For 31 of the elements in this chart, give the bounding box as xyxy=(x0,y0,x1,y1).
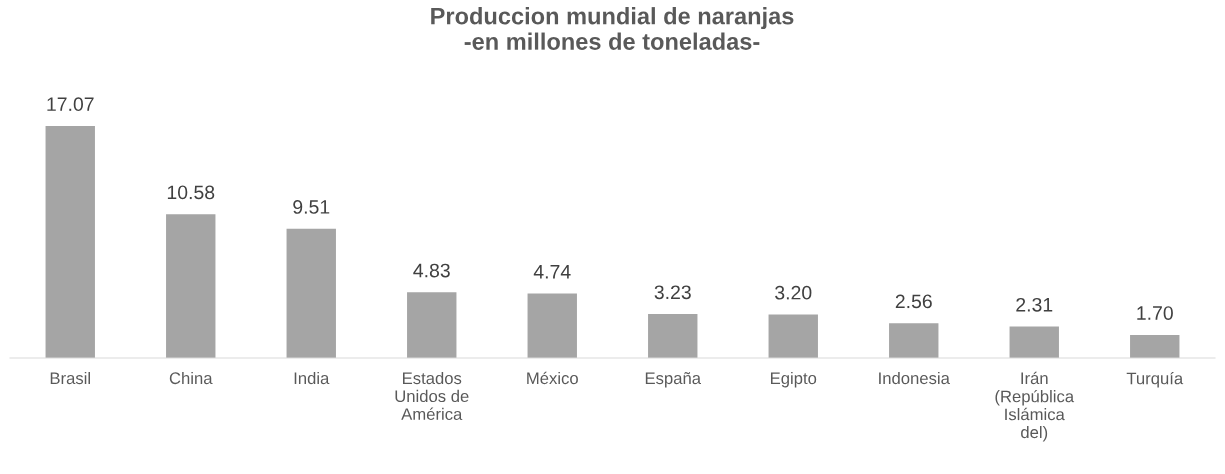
bar xyxy=(286,228,336,358)
data-label: 2.31 xyxy=(1016,297,1053,312)
bar xyxy=(1009,326,1059,358)
x-tick-label: España xyxy=(645,372,702,388)
x-tick-label: China xyxy=(169,371,213,385)
x-tick-label: Brasil xyxy=(50,371,90,385)
data-label: 2.56 xyxy=(895,294,932,309)
x-tick-label: India xyxy=(294,371,330,385)
bar xyxy=(768,314,818,358)
x-tick-label: Estados Unidos de América xyxy=(395,371,469,421)
bar xyxy=(889,323,939,358)
x-tick-label: Egipto xyxy=(770,371,817,388)
bar xyxy=(1130,334,1180,358)
data-label: 4.83 xyxy=(413,263,450,278)
x-tick-label: Turquía xyxy=(1126,371,1184,388)
data-label: 9.51 xyxy=(293,200,330,214)
bar xyxy=(527,293,577,358)
data-label: 3.20 xyxy=(775,285,812,300)
x-tick-label: Indonesia xyxy=(879,371,950,385)
bar xyxy=(45,126,95,358)
data-label: 4.74 xyxy=(533,265,571,279)
bar xyxy=(648,314,698,358)
data-label: 1.70 xyxy=(1137,306,1173,320)
chart-title: Produccion mundial de naranjas -en millones de toneladas- xyxy=(431,7,794,50)
bar xyxy=(407,292,457,358)
data-label: 17.07 xyxy=(47,97,94,112)
data-label: 3.23 xyxy=(654,285,691,300)
x-tick-label: México xyxy=(527,371,578,385)
data-label: 10.58 xyxy=(167,185,215,200)
x-tick-label: Irán (República Islámica del) xyxy=(995,371,1075,442)
bar xyxy=(166,214,216,358)
